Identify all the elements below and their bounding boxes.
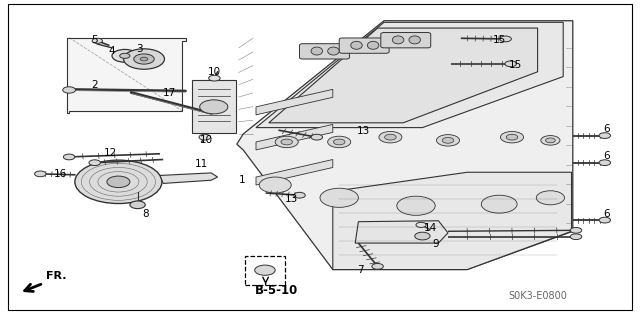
Circle shape xyxy=(134,54,154,64)
Circle shape xyxy=(333,139,345,145)
Circle shape xyxy=(209,75,220,81)
Polygon shape xyxy=(256,22,563,128)
FancyBboxPatch shape xyxy=(339,38,389,53)
Circle shape xyxy=(570,234,582,240)
Ellipse shape xyxy=(328,47,339,55)
Polygon shape xyxy=(269,28,538,123)
FancyBboxPatch shape xyxy=(300,44,349,59)
Circle shape xyxy=(385,134,396,140)
Circle shape xyxy=(259,177,291,193)
Bar xyxy=(245,256,285,285)
Circle shape xyxy=(500,36,511,42)
Circle shape xyxy=(379,131,402,143)
Polygon shape xyxy=(355,221,448,243)
Circle shape xyxy=(281,139,292,145)
Text: 10: 10 xyxy=(208,67,221,77)
Circle shape xyxy=(311,134,323,140)
Circle shape xyxy=(545,138,555,143)
Circle shape xyxy=(75,160,162,204)
Ellipse shape xyxy=(351,41,362,49)
Text: 10: 10 xyxy=(200,135,212,145)
Text: 6: 6 xyxy=(604,151,610,161)
Circle shape xyxy=(199,134,211,140)
Circle shape xyxy=(107,176,130,188)
Circle shape xyxy=(112,49,138,62)
Circle shape xyxy=(275,136,298,148)
Circle shape xyxy=(63,87,76,93)
FancyBboxPatch shape xyxy=(381,33,431,48)
Text: 8: 8 xyxy=(143,209,149,219)
Circle shape xyxy=(570,227,582,233)
Text: B-5-10: B-5-10 xyxy=(255,285,298,297)
Circle shape xyxy=(328,136,351,148)
Circle shape xyxy=(541,136,560,145)
Text: 2: 2 xyxy=(92,79,98,90)
Polygon shape xyxy=(192,80,236,133)
Circle shape xyxy=(415,232,430,240)
Circle shape xyxy=(416,222,426,227)
Ellipse shape xyxy=(409,36,420,44)
Circle shape xyxy=(35,171,46,177)
Ellipse shape xyxy=(367,41,379,49)
Circle shape xyxy=(505,61,516,67)
Text: 13: 13 xyxy=(285,194,298,204)
Text: 6: 6 xyxy=(604,209,610,219)
Circle shape xyxy=(397,196,435,215)
Text: 9: 9 xyxy=(432,239,438,249)
Text: 11: 11 xyxy=(195,159,207,169)
Circle shape xyxy=(536,191,564,205)
Circle shape xyxy=(200,100,228,114)
Text: 6: 6 xyxy=(604,124,610,134)
Text: 4: 4 xyxy=(109,46,115,56)
Text: 1: 1 xyxy=(239,175,245,185)
Text: 15: 15 xyxy=(493,35,506,45)
Circle shape xyxy=(140,57,148,61)
Circle shape xyxy=(372,263,383,269)
Text: 17: 17 xyxy=(163,87,176,98)
Text: 7: 7 xyxy=(357,264,364,275)
Ellipse shape xyxy=(311,47,323,55)
Text: FR.: FR. xyxy=(46,271,67,281)
Text: 14: 14 xyxy=(424,223,436,233)
Circle shape xyxy=(120,53,130,58)
Text: 16: 16 xyxy=(54,169,67,179)
Circle shape xyxy=(130,201,145,209)
Text: 15: 15 xyxy=(509,60,522,70)
Polygon shape xyxy=(256,124,333,150)
Text: 5: 5 xyxy=(92,35,98,45)
Polygon shape xyxy=(333,172,572,270)
Circle shape xyxy=(599,160,611,166)
Circle shape xyxy=(320,188,358,207)
Polygon shape xyxy=(67,38,186,113)
Circle shape xyxy=(500,131,524,143)
Circle shape xyxy=(442,137,454,143)
Text: S0K3-E0800: S0K3-E0800 xyxy=(508,291,567,301)
Polygon shape xyxy=(160,173,218,183)
Ellipse shape xyxy=(392,36,404,44)
Circle shape xyxy=(599,217,611,223)
Circle shape xyxy=(89,160,100,166)
Text: 13: 13 xyxy=(357,126,370,136)
Polygon shape xyxy=(256,89,333,115)
Circle shape xyxy=(63,154,75,160)
Text: 3: 3 xyxy=(136,44,143,55)
Circle shape xyxy=(124,49,164,69)
Circle shape xyxy=(294,192,305,198)
Circle shape xyxy=(436,135,460,146)
Circle shape xyxy=(255,265,275,275)
Circle shape xyxy=(92,38,102,43)
Circle shape xyxy=(506,134,518,140)
Text: 12: 12 xyxy=(104,148,117,158)
Circle shape xyxy=(481,195,517,213)
Circle shape xyxy=(599,133,611,138)
Polygon shape xyxy=(237,21,573,270)
Polygon shape xyxy=(256,160,333,185)
